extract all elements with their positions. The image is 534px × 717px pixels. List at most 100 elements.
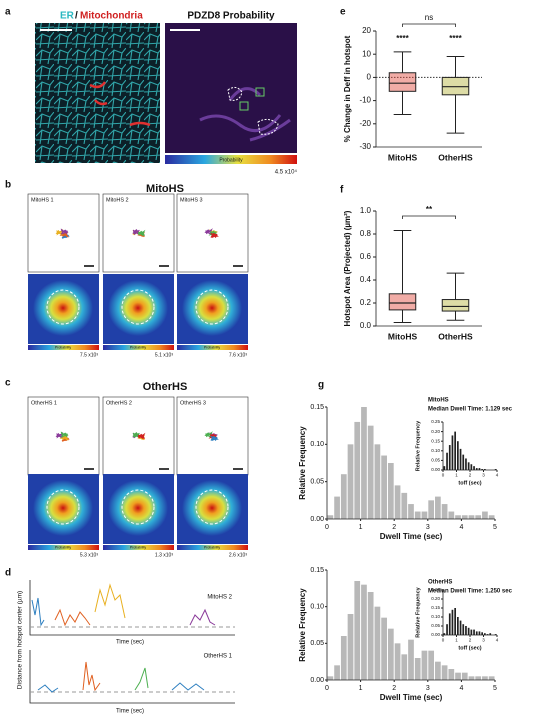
bar — [443, 466, 446, 470]
bar — [475, 676, 482, 680]
bar — [334, 665, 340, 680]
bar — [374, 606, 381, 680]
panel-title: OtherHS — [143, 381, 188, 393]
bar — [446, 452, 448, 470]
y-label: Hotspot Area (Projected) (µm²) — [343, 210, 352, 326]
y-tick-label: 0.05 — [431, 623, 440, 628]
colorbar-max: 5.3 x10³ — [80, 552, 98, 558]
trace — [171, 682, 205, 691]
trace — [37, 684, 59, 693]
bar — [484, 469, 486, 470]
x-tick-label: 0 — [442, 473, 445, 478]
bar — [414, 511, 421, 519]
bar — [465, 626, 467, 635]
y-tick-label: 0.20 — [431, 429, 440, 434]
y-tick-label: 0.20 — [431, 596, 440, 601]
box — [441, 299, 470, 312]
bar — [455, 515, 461, 519]
x-tick-label: OtherHS — [438, 152, 473, 162]
trajectory — [55, 228, 64, 236]
trace — [189, 608, 216, 626]
roi-box — [239, 101, 249, 111]
bar — [347, 614, 354, 680]
bar — [473, 629, 475, 635]
bar — [394, 643, 401, 680]
trace-label: OtherHS 1 — [204, 654, 233, 660]
bar — [387, 463, 394, 519]
bar — [462, 624, 465, 635]
x-tick-label: 2 — [392, 685, 396, 692]
bar — [401, 492, 408, 519]
trajectory — [210, 232, 219, 239]
bar — [494, 469, 497, 470]
bar — [470, 464, 473, 470]
bar — [489, 633, 492, 635]
bar — [327, 515, 334, 519]
x-tick-label: 4 — [496, 638, 499, 643]
axis — [442, 590, 497, 636]
x-tick-label: 1 — [359, 524, 363, 531]
bar — [462, 454, 465, 470]
bar — [381, 617, 387, 680]
panel-letter: f — [340, 185, 344, 196]
bar — [478, 631, 481, 635]
panel-letter: b — [5, 180, 11, 191]
bar — [327, 676, 334, 680]
y-tick-label: -10 — [359, 96, 371, 105]
bar — [334, 496, 340, 519]
x-tick-label: 0 — [442, 638, 445, 643]
y-tick-label: 0.00 — [310, 677, 324, 684]
colorbar-label: Probability — [204, 545, 221, 549]
y-tick-label: 0.10 — [431, 448, 440, 453]
roi-box — [255, 87, 265, 97]
contour — [195, 489, 229, 525]
x-label: toff (sec) — [458, 480, 481, 486]
panel-letter: e — [340, 7, 346, 18]
inset-title: MitoHS — [428, 398, 449, 404]
y-tick-label: 0.15 — [310, 567, 324, 574]
trace — [31, 597, 45, 627]
y-tick-label: 0.4 — [360, 275, 372, 284]
y-label: Relative Frequency — [298, 588, 307, 662]
bar — [484, 633, 486, 635]
annotation: ns — [425, 13, 433, 22]
title-sep: / — [75, 11, 78, 22]
axis — [29, 580, 235, 636]
trace — [134, 667, 149, 691]
y-tick-label: 0.05 — [310, 479, 324, 486]
colorbar-label: Probability — [55, 545, 72, 549]
bar — [443, 633, 446, 635]
x-tick-label: MitoHS — [388, 331, 418, 341]
trajectory — [55, 431, 64, 439]
colorbar — [165, 155, 297, 164]
track-label: MitoHS 1 — [31, 197, 54, 203]
box — [388, 72, 417, 92]
colorbar-max: 7.5 x10³ — [80, 352, 98, 358]
trajectory — [204, 431, 213, 438]
heatmap — [33, 280, 93, 336]
bar — [488, 515, 495, 519]
colorbar-max: 1.3 x10³ — [155, 552, 173, 558]
track-label: OtherHS 1 — [31, 400, 57, 406]
contour — [121, 289, 155, 325]
trajectory — [132, 431, 141, 438]
x-tick-label: 5 — [493, 685, 497, 692]
heatmap — [108, 480, 168, 536]
bar — [454, 608, 456, 635]
bar — [367, 425, 374, 519]
x-tick-label: 0 — [325, 685, 329, 692]
y-label: Relative Frequency — [298, 426, 307, 500]
y-label: % Change in Deff in hotspot — [343, 35, 352, 142]
x-tick-label: 2 — [392, 524, 396, 531]
heatmap — [108, 280, 168, 336]
contour — [46, 489, 80, 525]
bar — [361, 584, 367, 680]
bar — [454, 431, 456, 470]
bar — [408, 504, 414, 519]
trace — [54, 608, 91, 627]
track-label: MitoHS 3 — [180, 197, 203, 203]
layout — [29, 23, 297, 704]
y-tick-label: 0.05 — [431, 458, 440, 463]
trajectory — [60, 431, 69, 438]
bar — [421, 511, 428, 519]
